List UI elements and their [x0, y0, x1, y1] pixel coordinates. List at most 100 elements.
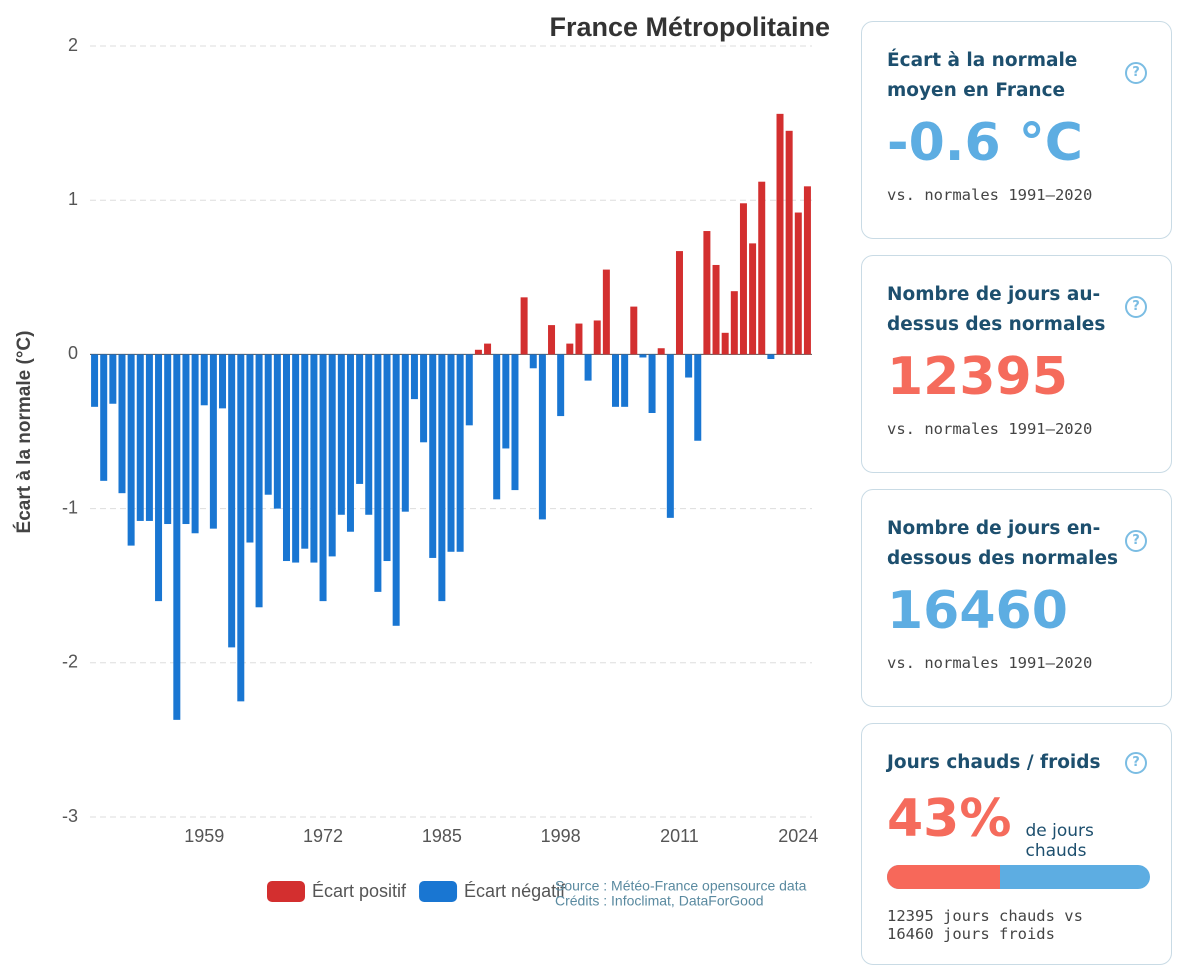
- bar: [429, 354, 437, 558]
- bar: [292, 354, 300, 563]
- bar: [100, 354, 108, 481]
- legend-label: Écart négatif: [464, 881, 566, 901]
- card-caption: vs. normales 1991–2020: [887, 186, 1093, 204]
- card-title: Écart à la normale moyen en France: [887, 50, 1078, 101]
- bar: [694, 354, 702, 441]
- bar: [785, 130, 793, 355]
- bar: [155, 354, 163, 602]
- bar: [575, 323, 583, 355]
- bar: [237, 354, 245, 702]
- source: Source : Météo-France opensource data: [555, 878, 807, 894]
- x-tick-label: 1972: [303, 826, 343, 846]
- x-tick-label: 1998: [541, 826, 581, 846]
- legend-swatch: [267, 881, 305, 902]
- help-icon[interactable]: ?: [1125, 296, 1147, 318]
- bar: [703, 231, 711, 355]
- bar: [502, 354, 510, 449]
- bar: [191, 354, 199, 534]
- bar: [548, 325, 556, 355]
- bar: [612, 354, 620, 407]
- bar: [438, 354, 446, 602]
- ratio-fill: [887, 865, 1001, 889]
- bar: [557, 354, 565, 417]
- bar: [374, 354, 382, 592]
- bar: [319, 354, 327, 602]
- y-axis-label: Écart à la normale (°C): [13, 331, 35, 534]
- chart-title: France Métropolitaine: [549, 12, 830, 42]
- bar: [118, 354, 126, 494]
- chart: France Métropolitaine Écart à la normale…: [13, 12, 830, 909]
- bar: [803, 186, 811, 355]
- bar: [200, 354, 208, 406]
- unit: de jours chauds: [1025, 821, 1094, 861]
- bar: [602, 269, 610, 355]
- bar: [420, 354, 428, 443]
- legend-label: Écart positif: [312, 881, 407, 901]
- bar: [529, 354, 537, 369]
- card-title: Nombre de jours au-dessus des normales: [887, 284, 1106, 335]
- bar: [630, 306, 638, 355]
- bar: [91, 354, 99, 407]
- bar: [493, 354, 501, 500]
- card-value: 12395: [887, 347, 1068, 407]
- bar: [465, 354, 473, 426]
- bar: [456, 354, 464, 552]
- bar: [621, 354, 629, 407]
- bar: [776, 113, 784, 355]
- source: Crédits : Infoclimat, DataForGood: [555, 893, 764, 909]
- ratio-lines: 12395 jours chauds vs 16460 jours froids: [887, 907, 1147, 943]
- bar: [365, 354, 373, 515]
- bar: [346, 354, 354, 532]
- bar: [228, 354, 236, 648]
- line: 16460 jours froids: [887, 925, 1055, 943]
- bar: [758, 181, 766, 355]
- y-tick-label: 1: [68, 189, 78, 209]
- bar: [639, 354, 647, 358]
- bar: [511, 354, 519, 491]
- card-caption: vs. normales 1991–2020: [887, 420, 1093, 438]
- bar: [145, 354, 153, 521]
- bar: [392, 354, 400, 626]
- bar: [730, 291, 738, 355]
- bar: [356, 354, 364, 484]
- card-title: Nombre de jours en-dessous des normales: [887, 518, 1119, 569]
- x-tick-label: 2011: [660, 826, 699, 846]
- bar: [264, 354, 272, 495]
- help-icon[interactable]: ?: [1125, 752, 1147, 774]
- bar: [520, 297, 528, 355]
- card-value: 43%: [887, 789, 1012, 849]
- bar: [657, 348, 665, 355]
- card-caption: vs. normales 1991–2020: [887, 654, 1093, 672]
- card-value: -0.6 °C: [887, 113, 1083, 173]
- ratio-row: 43% de jours chauds: [887, 782, 1147, 861]
- bar: [566, 343, 574, 355]
- bar: [310, 354, 318, 563]
- bar: [721, 332, 729, 355]
- bar: [739, 203, 747, 355]
- bar: [712, 264, 720, 355]
- bar: [173, 354, 181, 720]
- x-tick-label: 1959: [184, 826, 224, 846]
- bar: [164, 354, 172, 525]
- help-icon[interactable]: ?: [1125, 530, 1147, 552]
- bar: [219, 354, 227, 409]
- bar: [794, 212, 802, 355]
- x-tick-label: 1985: [422, 826, 462, 846]
- bar: [666, 354, 674, 518]
- bar: [474, 349, 482, 355]
- help-icon[interactable]: ?: [1125, 62, 1147, 84]
- bar: [447, 354, 455, 552]
- x-tick-label: 2024: [778, 826, 818, 846]
- bar: [255, 354, 263, 608]
- bar: [383, 354, 391, 562]
- bar: [401, 354, 409, 512]
- bar: [593, 320, 601, 355]
- bar: [246, 354, 254, 543]
- line: 12395 jours chauds vs: [887, 907, 1083, 925]
- card: Nombre de jours en-dessous des normales …: [861, 489, 1172, 707]
- card: Nombre de jours au-dessus des normales ?…: [861, 255, 1172, 473]
- bar: [767, 354, 775, 360]
- bar: [675, 251, 683, 355]
- bar: [273, 354, 281, 509]
